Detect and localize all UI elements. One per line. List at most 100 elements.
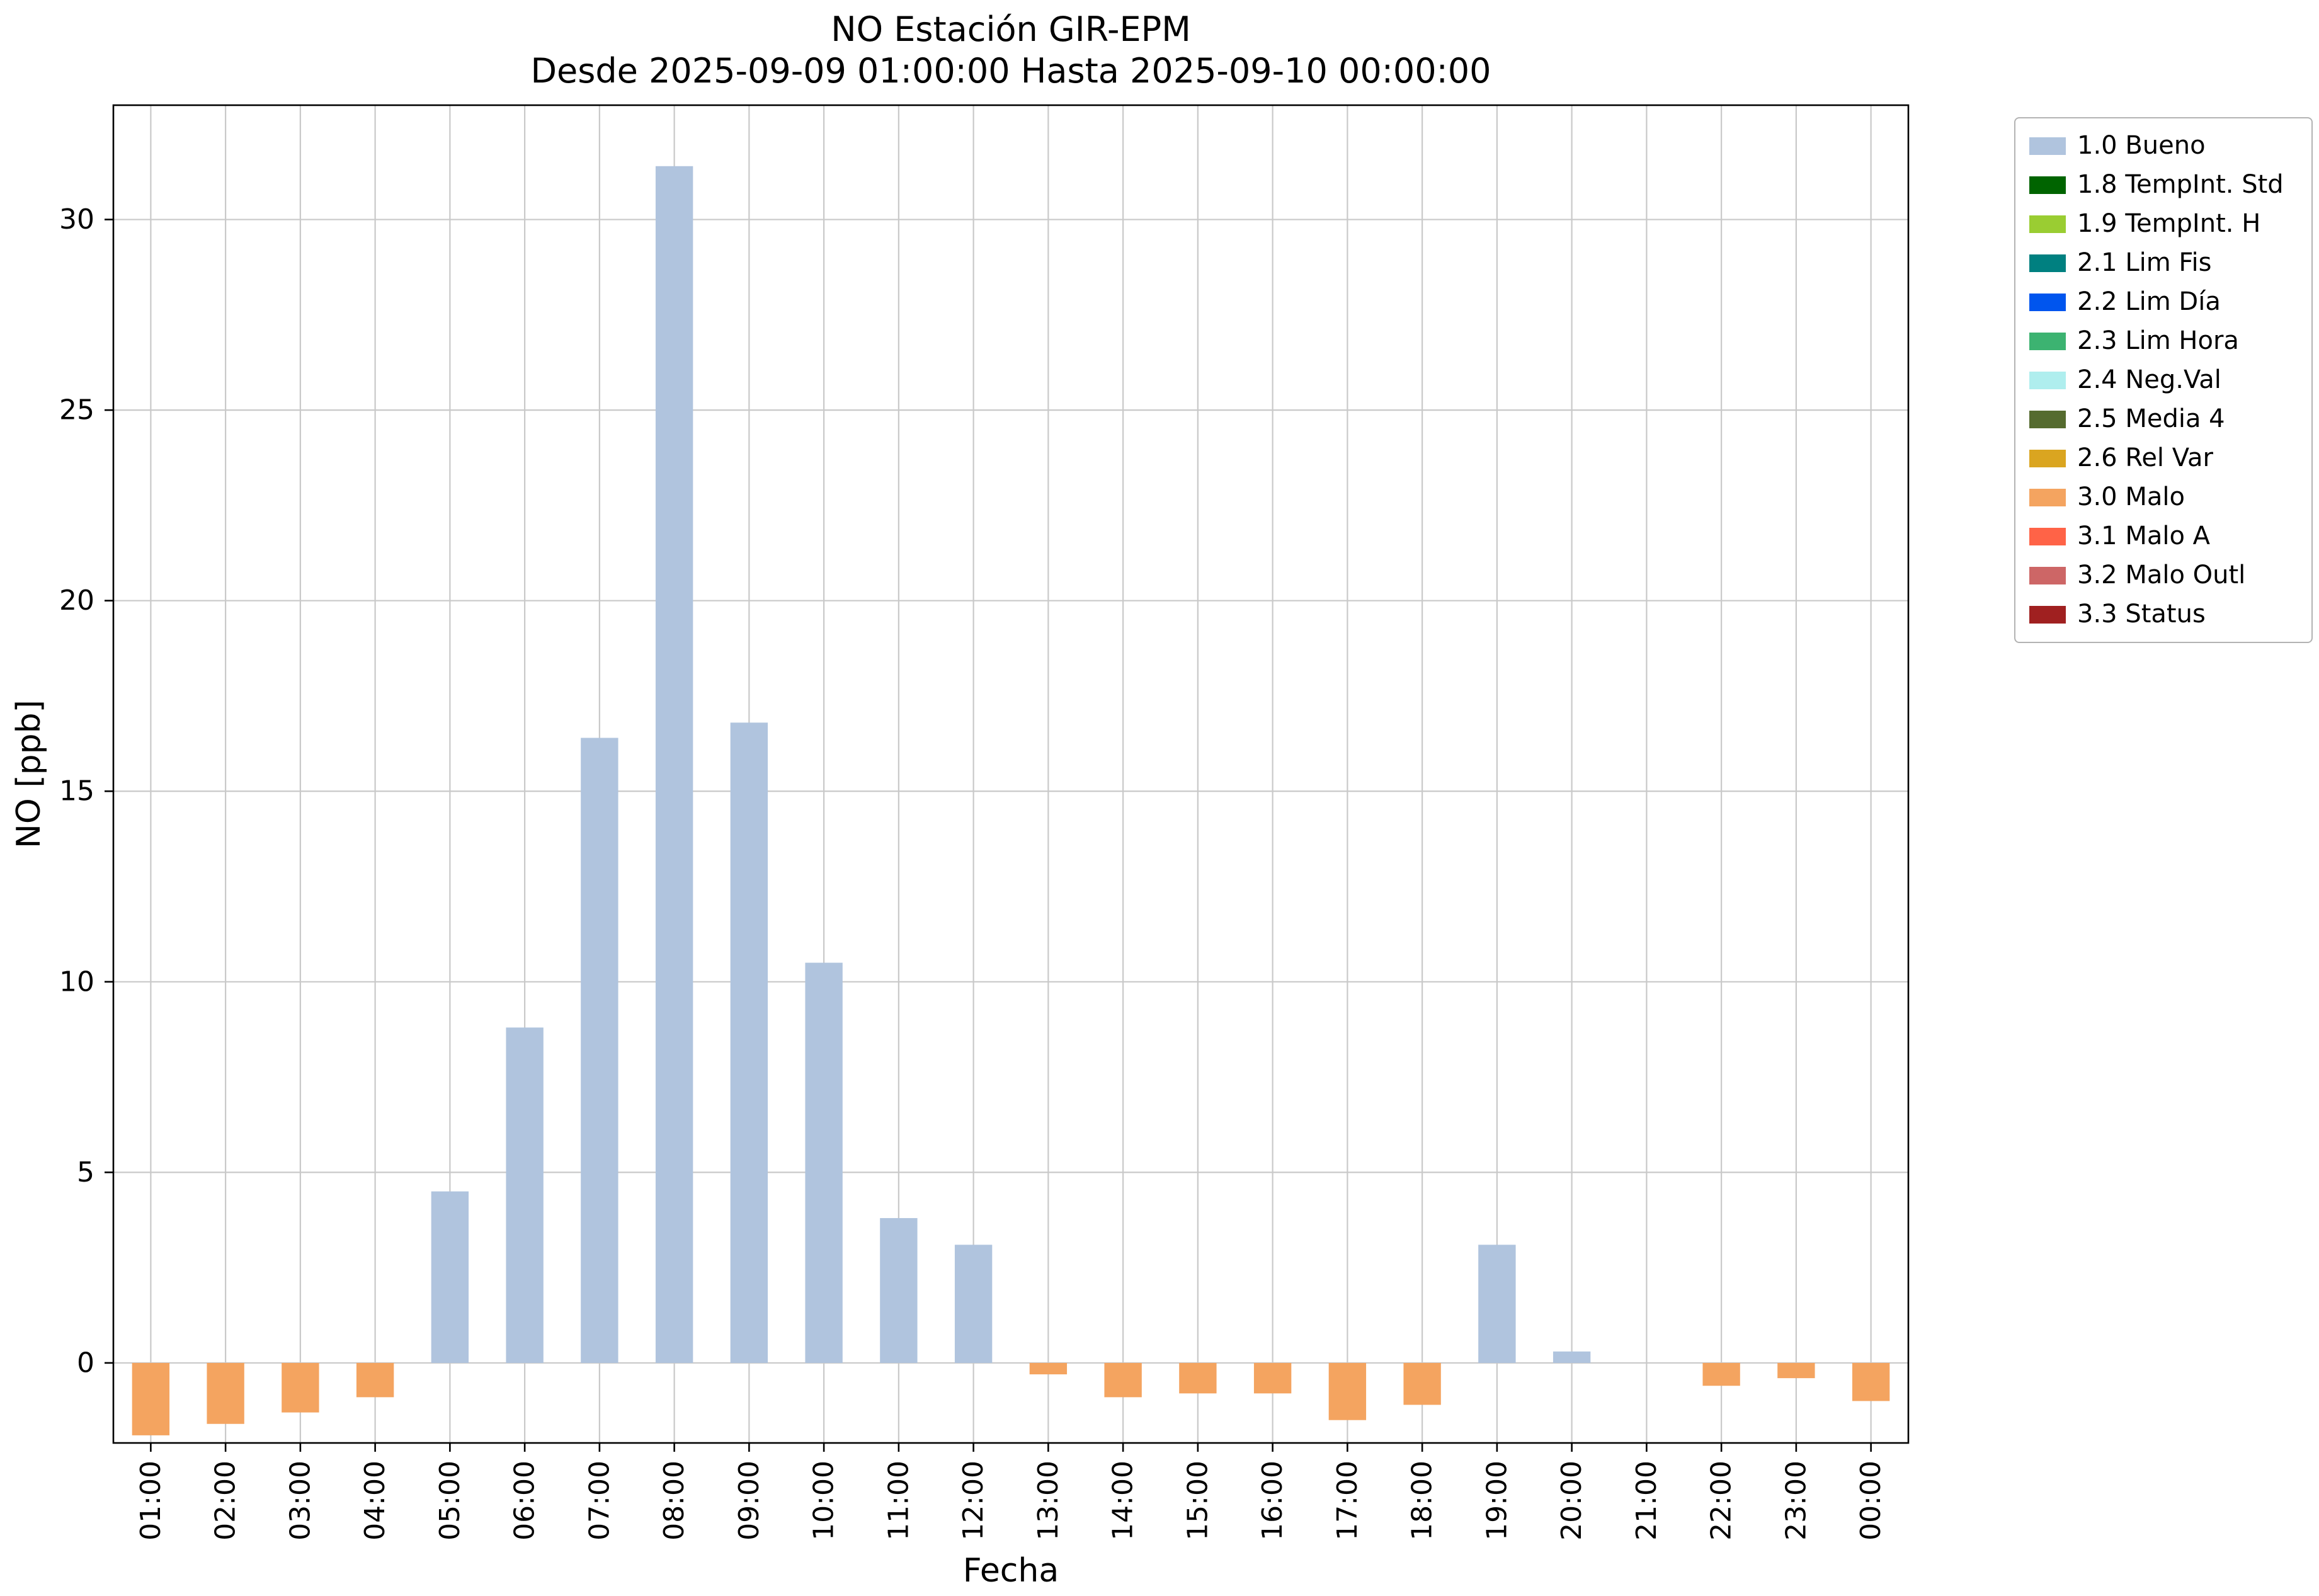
legend-label: 3.2 Malo Outl: [2077, 561, 2246, 590]
bar: [207, 1362, 244, 1424]
legend-label: 2.3 Lim Hora: [2077, 326, 2239, 355]
x-tick-label: 06:00: [509, 1461, 541, 1541]
legend-swatch: [2029, 449, 2066, 467]
bar: [805, 962, 843, 1363]
x-tick-label: 02:00: [210, 1461, 242, 1541]
x-tick-label: 20:00: [1556, 1461, 1588, 1541]
x-tick-label: 04:00: [359, 1461, 391, 1541]
legend-label: 1.9 TempInt. H: [2077, 209, 2261, 238]
legend-item: 3.3 Status: [2029, 600, 2298, 629]
legend-item: 2.6 Rel Var: [2029, 443, 2298, 473]
x-tick-label: 18:00: [1406, 1461, 1439, 1541]
x-tick-label: 19:00: [1481, 1461, 1513, 1541]
chart-subtitle: Desde 2025-09-09 01:00:00 Hasta 2025-09-…: [530, 51, 1491, 91]
x-tick-label: 10:00: [808, 1461, 840, 1541]
bar: [581, 738, 618, 1363]
x-tick-label: 22:00: [1706, 1461, 1738, 1541]
bar: [1029, 1362, 1068, 1375]
x-tick-label: 14:00: [1107, 1461, 1139, 1541]
legend-label: 3.3 Status: [2077, 600, 2206, 629]
legend-swatch: [2029, 488, 2066, 506]
legend-swatch: [2029, 566, 2066, 584]
legend-swatch: [2029, 293, 2066, 311]
bar: [1852, 1362, 1890, 1401]
legend-swatch: [2029, 137, 2066, 155]
x-tick-label: 08:00: [658, 1461, 690, 1541]
legend-label: 2.1 Lim Fis: [2077, 248, 2212, 277]
y-tick-label: 10: [59, 966, 94, 998]
bar: [1553, 1351, 1591, 1363]
legend-item: 2.2 Lim Día: [2029, 287, 2298, 317]
x-tick-label: 17:00: [1331, 1461, 1364, 1541]
y-tick-label: 15: [59, 775, 94, 807]
bar: [880, 1217, 918, 1363]
x-tick-label: 03:00: [284, 1461, 316, 1541]
legend-swatch: [2029, 176, 2066, 194]
bar: [1179, 1362, 1217, 1394]
legend-label: 2.4 Neg.Val: [2077, 365, 2221, 394]
legend-swatch: [2029, 410, 2066, 428]
bar: [431, 1191, 469, 1363]
y-tick-label: 0: [77, 1347, 94, 1379]
legend-item: 2.3 Lim Hora: [2029, 326, 2298, 356]
legend-label: 2.5 Media 4: [2077, 404, 2225, 433]
bar: [1403, 1362, 1441, 1405]
x-tick-label: 00:00: [1855, 1461, 1887, 1541]
y-tick-label: 30: [59, 203, 94, 236]
bar: [730, 722, 768, 1363]
x-axis-label: Fecha: [962, 1552, 1059, 1590]
y-tick-label: 20: [59, 584, 94, 617]
legend-item: 3.1 Malo A: [2029, 522, 2298, 551]
bar: [1253, 1362, 1292, 1394]
legend-label: 2.2 Lim Día: [2077, 287, 2221, 316]
x-tick-label: 13:00: [1032, 1461, 1064, 1541]
x-tick-label: 15:00: [1182, 1461, 1214, 1541]
x-tick-label: 12:00: [957, 1461, 989, 1541]
legend-item: 3.2 Malo Outl: [2029, 561, 2298, 590]
legend-swatch: [2029, 215, 2066, 233]
x-tick-label: 09:00: [733, 1461, 765, 1541]
x-tick-label: 11:00: [882, 1461, 914, 1541]
legend-label: 2.6 Rel Var: [2077, 443, 2213, 472]
legend-item: 1.0 Bueno: [2029, 131, 2298, 161]
legend: 1.0 Bueno 1.8 TempInt. Std 1.9 TempInt. H 2…: [2014, 117, 2313, 643]
bar: [506, 1027, 544, 1363]
x-tick-label: 21:00: [1631, 1461, 1663, 1541]
y-tick-label: 5: [77, 1156, 94, 1188]
legend-item: 3.0 Malo: [2029, 482, 2298, 512]
x-tick-label: 07:00: [583, 1461, 615, 1541]
legend-label: 1.0 Bueno: [2077, 131, 2206, 160]
legend-swatch: [2029, 605, 2066, 624]
bar: [1328, 1362, 1367, 1420]
chart-title: NO Estación GIR-EPM: [831, 9, 1191, 49]
legend-swatch: [2029, 527, 2066, 545]
x-tick-label: 23:00: [1780, 1461, 1812, 1541]
legend-label: 3.0 Malo: [2077, 482, 2185, 511]
bar: [132, 1362, 170, 1435]
bar: [1777, 1362, 1815, 1379]
legend-swatch: [2029, 371, 2066, 389]
y-tick-label: 25: [59, 394, 94, 426]
legend-swatch: [2029, 254, 2066, 272]
legend-item: 2.5 Media 4: [2029, 404, 2298, 434]
axes-frame: [112, 104, 1910, 1444]
legend-item: 2.4 Neg.Val: [2029, 365, 2298, 395]
bar: [282, 1362, 319, 1413]
legend-label: 3.1 Malo A: [2077, 522, 2211, 550]
bar: [356, 1362, 394, 1398]
legend-item: 1.9 TempInt. H: [2029, 209, 2298, 239]
x-tick-label: 05:00: [434, 1461, 466, 1541]
bar: [655, 166, 693, 1363]
bar: [1702, 1362, 1740, 1386]
bar: [1104, 1362, 1142, 1398]
chart-title-block: NO Estación GIR-EPM Desde 2025-09-09 01:…: [113, 9, 1908, 92]
legend-item: 1.8 TempInt. Std: [2029, 170, 2298, 200]
bar: [954, 1245, 993, 1363]
x-tick-label: 16:00: [1256, 1461, 1289, 1541]
legend-item: 2.1 Lim Fis: [2029, 248, 2298, 278]
x-tick-label: 01:00: [135, 1461, 167, 1541]
legend-swatch: [2029, 332, 2066, 350]
bar: [1478, 1245, 1516, 1363]
